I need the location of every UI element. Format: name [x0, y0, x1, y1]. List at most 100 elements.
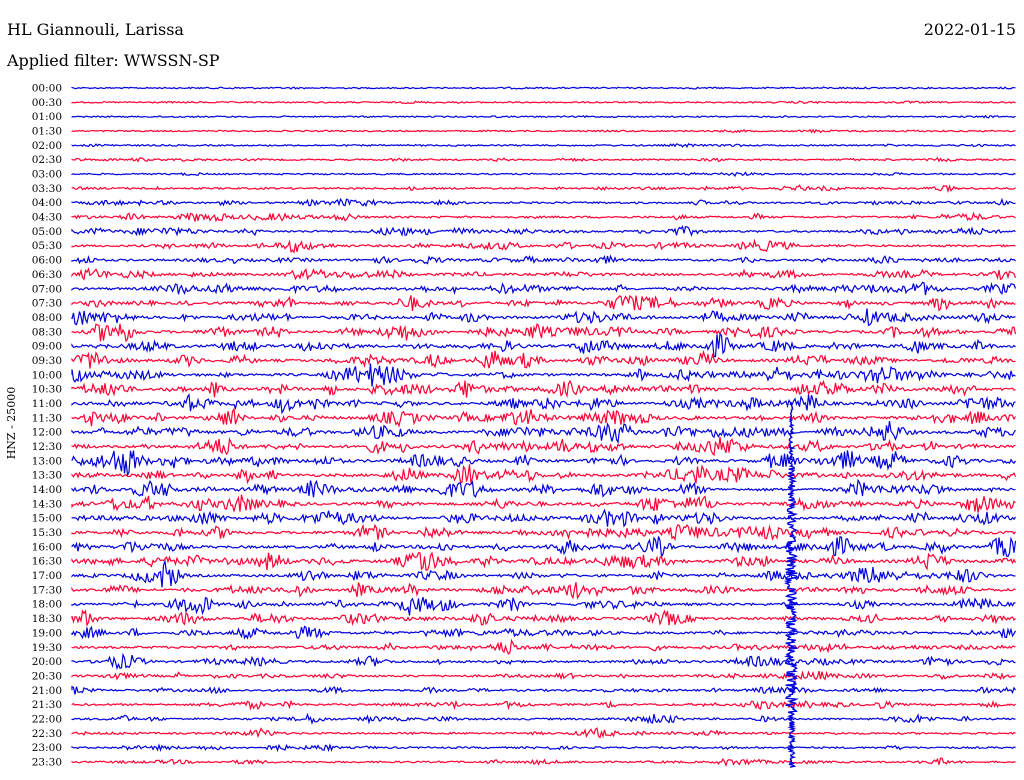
time-tick-label: 13:30	[32, 470, 62, 482]
trace-line	[71, 536, 1017, 559]
time-tick-label: 09:30	[32, 355, 62, 367]
time-tick-label: 02:30	[32, 154, 62, 166]
time-tick-label: 15:00	[32, 513, 62, 525]
trace-line	[71, 551, 1017, 571]
time-tick-label: 14:30	[32, 498, 62, 510]
station-title: HL Giannouli, Larissa	[7, 20, 184, 39]
trace-line	[71, 523, 1016, 542]
trace-line	[71, 114, 1016, 119]
time-tick-label: 22:30	[32, 728, 62, 740]
time-tick-label: 16:00	[32, 541, 62, 553]
trace-line	[71, 142, 1016, 148]
time-tick-label: 09:00	[32, 341, 62, 353]
time-tick-label: 05:30	[32, 240, 62, 252]
time-tick-label: 05:00	[32, 226, 62, 238]
trace-line	[71, 333, 1016, 358]
time-tick-label: 11:00	[32, 398, 62, 410]
time-tick-label: 07:00	[32, 283, 62, 295]
trace-line	[71, 757, 1016, 767]
trace-line	[71, 652, 1016, 671]
time-tick-label: 17:00	[32, 570, 62, 582]
time-tick-label: 03:00	[32, 169, 62, 181]
time-tick-label: 08:00	[32, 312, 62, 324]
trace-line	[71, 625, 1017, 640]
trace-line	[71, 225, 1016, 237]
time-tick-label: 04:30	[32, 212, 62, 224]
time-tick-label: 01:30	[32, 126, 62, 138]
trace-line	[71, 128, 1016, 134]
trace-line	[71, 699, 1016, 711]
trace-line	[71, 727, 1016, 739]
date-label: 2022-01-15	[923, 20, 1016, 39]
trace-line	[71, 197, 1016, 208]
trace-line	[71, 171, 1016, 177]
trace-line	[71, 638, 1016, 655]
trace-line	[71, 323, 1017, 343]
trace-line	[71, 254, 1016, 265]
seismogram-traces	[71, 86, 1017, 768]
time-tick-label: 02:00	[32, 140, 62, 152]
trace-line	[71, 211, 1016, 223]
time-tick-label: 06:30	[32, 269, 62, 281]
trace-line	[71, 743, 1016, 753]
trace-line	[71, 238, 1016, 254]
trace-line	[71, 184, 1016, 194]
trace-line	[71, 294, 1016, 312]
trace-line	[71, 670, 1016, 682]
time-tick-label: 00:30	[32, 97, 62, 109]
trace-line	[71, 478, 1016, 499]
time-tick-label: 00:00	[32, 83, 62, 95]
trace-line	[71, 494, 1016, 513]
time-tick-label: 10:00	[32, 369, 62, 381]
time-tick-label: 17:30	[32, 584, 62, 596]
time-tick-label: 20:00	[32, 656, 62, 668]
trace-line	[71, 379, 1016, 399]
time-tick-label: 19:30	[32, 642, 62, 654]
time-tick-label: 10:30	[32, 384, 62, 396]
trace-line	[71, 436, 1016, 457]
trace-line	[71, 450, 1016, 478]
time-tick-label: 20:30	[32, 670, 62, 682]
trace-line	[71, 596, 1016, 616]
trace-line	[71, 582, 1016, 600]
trace-line	[71, 349, 1016, 369]
time-tick-label: 22:00	[32, 713, 62, 725]
time-tick-label: 04:00	[32, 197, 62, 209]
time-tick-label: 08:30	[32, 326, 62, 338]
time-tick-label: 13:00	[32, 455, 62, 467]
time-tick-label: 18:00	[32, 599, 62, 611]
trace-line	[71, 393, 1016, 415]
trace-line	[71, 86, 1016, 90]
trace-line	[71, 464, 1017, 485]
trace-line	[71, 421, 1017, 445]
channel-label: HNZ - 25000	[5, 387, 18, 460]
trace-line	[71, 156, 1016, 163]
time-tick-label: 15:30	[32, 527, 62, 539]
time-tick-label: 11:30	[32, 412, 62, 424]
trace-line	[71, 281, 1017, 296]
time-tick-label: 21:30	[32, 699, 62, 711]
trace-line	[71, 406, 1017, 428]
trace-line	[71, 267, 1017, 281]
trace-line	[71, 363, 1016, 387]
time-tick-labels: 00:00 00:30 01:00 01:30 02:00 02:30 03:00 03:30…	[32, 83, 62, 769]
trace-line	[71, 712, 1016, 725]
time-tick-label: 14:00	[32, 484, 62, 496]
time-tick-label: 07:30	[32, 298, 62, 310]
trace-line	[71, 685, 1016, 695]
trace-line	[71, 559, 1016, 588]
time-tick-label: 18:30	[32, 613, 62, 625]
time-tick-label: 21:00	[32, 685, 62, 697]
time-tick-label: 03:30	[32, 183, 62, 195]
time-tick-label: 12:30	[32, 441, 62, 453]
time-tick-label: 16:30	[32, 556, 62, 568]
time-tick-label: 19:00	[32, 627, 62, 639]
trace-line	[71, 508, 1016, 528]
time-tick-label: 01:00	[32, 111, 62, 123]
trace-line	[71, 609, 1016, 628]
time-tick-label: 23:30	[32, 756, 62, 768]
trace-line	[71, 308, 1016, 327]
trace-line	[71, 100, 1016, 105]
filter-label: Applied filter: WWSSN-SP	[7, 51, 220, 70]
